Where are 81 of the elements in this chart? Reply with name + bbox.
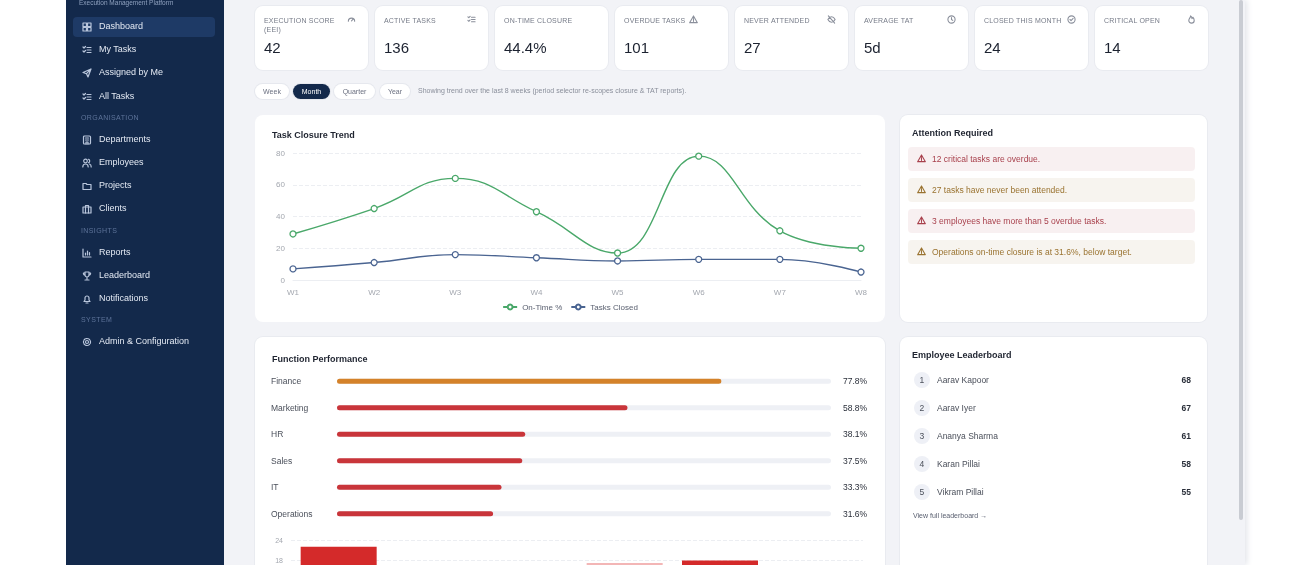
- text: 27: [744, 39, 761, 56]
- category-label: 4 Karan Pillai: [919, 459, 980, 469]
- point: [613, 257, 622, 265]
- point: [532, 208, 541, 216]
- text: 3 employees have more than 5 overdue tasks.: [932, 216, 1107, 226]
- category-label: 1 Aarav Kapoor: [919, 375, 989, 385]
- category-label: Admin & Configuration: [99, 336, 190, 347]
- data-label: 33.3%: [843, 482, 868, 493]
- y-tick-label: 40: [276, 212, 286, 221]
- category-label: My Tasks: [99, 44, 137, 55]
- text: Operations on-time closure is at 31.6%, below target.: [932, 247, 1132, 257]
- category-label: 3 Ananya Sharma: [919, 431, 998, 441]
- text: Attention Required: [912, 128, 993, 138]
- text: Employee Leaderboard: [912, 350, 1012, 360]
- data-label: 77.8%: [843, 376, 868, 387]
- point: [289, 265, 297, 273]
- y-tick-label: Sales: [271, 455, 293, 466]
- category-label: Employees: [99, 157, 144, 167]
- x-tick-label: W4: [530, 287, 543, 297]
- point: [289, 230, 297, 238]
- chart-title: Function Performance: [272, 353, 368, 364]
- point: [370, 258, 378, 267]
- point: [695, 152, 703, 160]
- x-tick-label: W1: [287, 287, 300, 297]
- point: [695, 255, 703, 264]
- point: [451, 174, 459, 183]
- x-tick-label: W7: [773, 287, 787, 297]
- category-label: 2 Aarav Iyer: [919, 403, 976, 413]
- category-label: All Tasks: [99, 90, 135, 101]
- category-label: 5 Vikram Pillai: [919, 487, 984, 497]
- category-label: Notifications: [99, 293, 149, 303]
- y-tick-label: Operations: [271, 508, 313, 519]
- y-tick-label: Marketing: [271, 402, 309, 413]
- point: [776, 255, 784, 264]
- x-tick-label: W3: [449, 287, 462, 297]
- category-label: Projects: [99, 180, 132, 191]
- text: 5d: [864, 39, 881, 56]
- text: 12 critical tasks are overdue.: [932, 154, 1041, 164]
- x-tick-label: W2: [368, 287, 381, 297]
- text: 44.4%: [504, 39, 547, 56]
- x-tick-label: W5: [611, 287, 625, 297]
- text: 42: [264, 39, 281, 56]
- data-label: 55: [1181, 487, 1191, 497]
- category-label: Dashboard: [99, 21, 144, 31]
- x-tick-label: W8: [855, 287, 868, 297]
- category-label: Clients: [99, 203, 127, 214]
- data-label: 31.6%: [843, 508, 868, 519]
- point: [776, 227, 784, 235]
- point: [857, 244, 865, 252]
- y-tick-label: 20: [276, 243, 286, 253]
- data-label: 38.1%: [843, 429, 868, 440]
- y-tick-label: 80: [276, 148, 286, 158]
- text: 14: [1104, 39, 1121, 56]
- data-label: 58.8%: [843, 402, 868, 413]
- text: 24: [984, 39, 1001, 56]
- category-label: Assigned by Me: [99, 67, 164, 78]
- chart-title: Task Closure Trend: [272, 129, 355, 140]
- point: [451, 250, 459, 259]
- y-tick-label: HR: [271, 429, 284, 440]
- category-label: Reports: [99, 246, 131, 257]
- text: 27 tasks have never been attended.: [932, 185, 1068, 195]
- point: [857, 268, 865, 276]
- point: [370, 204, 378, 213]
- data-label: 67: [1181, 403, 1191, 413]
- y-tick-label: 60: [276, 180, 286, 190]
- data-label: 58: [1181, 459, 1191, 469]
- legend-label: On-Time %: [522, 302, 563, 312]
- y-tick-label: Finance: [271, 376, 302, 387]
- text: 136: [384, 39, 410, 56]
- category-label: Leaderboard: [99, 269, 151, 280]
- data-label: 37.5%: [843, 455, 868, 466]
- x-tick-label: W6: [692, 287, 706, 297]
- y-tick-label: 0: [280, 275, 286, 285]
- data-label: 61: [1181, 431, 1191, 441]
- data-label: 68: [1181, 375, 1191, 385]
- y-tick-label: IT: [271, 482, 279, 493]
- point: [613, 249, 622, 257]
- legend-label: Tasks Closed: [590, 302, 638, 312]
- category-label: Departments: [99, 133, 151, 144]
- text: 101: [624, 39, 650, 56]
- point: [532, 254, 541, 262]
